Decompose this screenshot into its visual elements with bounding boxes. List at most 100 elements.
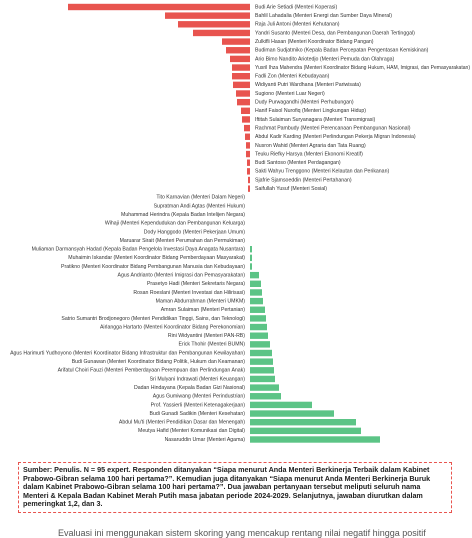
bar-label: Hanif Faisol Nurofiq (Menteri Lingkungan… [255,108,366,114]
bar [250,306,265,313]
bar-label: Amran Sulaiman (Menteri Pertanian) [161,307,245,313]
bar [250,427,361,435]
bar-label: Airlangga Hartarto (Menteri Koordinator … [100,324,245,330]
bar [237,98,250,106]
bar-label: Dody Hanggodo (Menteri Pekerjaan Umum) [144,229,245,235]
bar [250,419,356,426]
bar [250,271,259,279]
bar-label: Widiyanti Putri Wardhana (Menteri Pariwi… [255,82,361,88]
bar-label: Saifullah Yusuf (Menteri Sosial) [255,186,327,192]
bar-label: Muhaimin Iskandar (Menteri Koordinator B… [68,255,245,261]
bar-label: Nusron Wahid (Menteri Agraria dan Tata R… [255,143,366,149]
bar [178,21,250,28]
bar [250,297,263,305]
bar-label: Sjafrie Sjamsoeddin (Menteri Pertahanan) [255,177,352,183]
bar-label: Yandri Susanto (Menteri Desa, dan Pemban… [255,30,415,36]
bar [250,401,312,409]
bar [250,349,272,357]
bar-label: Iftitah Sulaiman Suryanagara (Menteri Tr… [255,117,375,123]
bar-label: Agus Gumiwang (Menteri Perindustrian) [153,394,246,400]
bar-label: Sri Mulyani Indrawati (Menteri Keuangan) [150,376,246,382]
bar-label: Muhammad Herindra (Kepala Badan Intelije… [121,212,245,218]
bar [247,168,250,175]
bar-label: Arifatul Choiri Fauzi (Menteri Pemberday… [58,368,246,374]
bar [244,124,250,132]
bar [193,29,250,37]
bar-label: Abdul Mu'ti (Menteri Pendidikan Dasar da… [119,420,245,426]
bar [68,3,250,11]
bar-label: Fadli Zon (Menteri Kebudayaan) [255,74,330,80]
bar-label: Budi Santoso (Menteri Perdagangan) [255,160,341,166]
bar [250,367,274,374]
bar-label: Sakti Wahyu Trenggono (Menteri Kelautan … [255,169,389,175]
bar [250,280,261,287]
bar [232,73,250,80]
bar-label: Dudy Purwagandhi (Menteri Perhubungan) [255,100,354,106]
bar [250,384,279,391]
bar [245,133,250,140]
bar [250,315,266,322]
chart: Budi Arie Setiadi (Menteri Koperasi) Bahl… [10,3,470,443]
bar [250,375,275,383]
bar [165,12,250,19]
bar-label: Meutya Hafid (Menteri Komunikasi dan Dig… [138,428,245,434]
source-note: Sumber: Penulis. N = 95 expert. Responde… [18,462,452,513]
bar [236,90,250,97]
bar-label: Ario Bimo Nandito Ariotedjo (Menteri Pem… [255,56,395,62]
bar-label: Prof. Yassierli (Menteri Ketenagakerjaan… [151,402,246,408]
bar-label: Nasaruddin Umar (Menteri Agama) [165,437,246,443]
bar-label: Rini Widyantini (Menteri PAN-RB) [168,333,245,339]
bar [250,332,268,339]
bar-label: Prasetyo Hadi (Menteri Sekretaris Negara… [147,281,245,287]
bar-label: Wihaji (Menteri Kependudukan dan Pembang… [105,221,245,227]
bar-label: Yusril Ihza Mahendra (Menteri Koordinato… [255,65,470,71]
bar-label: Maruarar Sirait (Menteri Perumahan dan P… [120,238,246,244]
bar-label: Abdul Kadir Karding (Menteri Perlindunga… [255,134,416,140]
bar [222,38,250,45]
bar-label: Budi Arie Setiadi (Menteri Koperasi) [255,4,337,10]
bar [250,323,267,331]
bar-label: Teuku Riefky Harsya (Menteri Ekonomi Kre… [255,151,363,157]
body-text: Evaluasi ini menggunakan sistem skoring … [58,528,426,538]
bar-label: Tito Karnavian (Menteri Dalam Negeri) [156,195,245,201]
bar [250,289,262,296]
bar-label: Budi Gunawan (Menteri Koordinator Bidang… [72,359,246,365]
bar-label: Pratikno (Menteri Koordinator Bidang Pem… [61,264,245,270]
bar-label: Erick Thohir (Menteri BUMN) [179,342,246,348]
bar [250,263,252,270]
bar-label: Satrio Sumantri Brodjonegoro (Menteri Pe… [61,316,245,322]
bar-label: Zulkifli Hasan (Menteri Koordinator Bida… [255,39,374,45]
bar-label: Raja Juli Antoni (Menteri Kehutanan) [255,22,340,28]
bar-label: Supratman Andi Agtas (Menteri Hukum) [154,203,246,209]
bar-label: Rachmat Pambudy (Menteri Perencanaan Pem… [255,125,411,131]
bar [248,185,250,192]
bar [233,81,250,89]
bar-label: Muliaman Darmansyah Hadad (Kepala Badan … [32,247,246,253]
bar-label: Sugiono (Menteri Luar Negeri) [255,91,325,97]
bar [246,142,250,149]
bar [250,341,270,348]
bar [250,358,273,365]
bar-label: Agus Andrianto (Menteri Imigrasi dan Pem… [118,273,246,279]
bar-label: Maman Abdurrahman (Menteri UMKM) [156,298,246,304]
bar-label: Dadan Hindayana (Kepala Badan Gizi Nasio… [134,385,245,391]
bar-label: Rosan Roeslani (Menteri Investasi dan Hi… [133,290,245,296]
bar-label: Budiman Sudjatmiko (Kepala Badan Percepa… [255,48,429,54]
bar [246,150,250,158]
bar-label: Bahlil Lahadalia (Menteri Energi dan Sum… [255,13,392,19]
bar [226,47,250,54]
bar [250,436,380,443]
bar [241,107,250,114]
bar [247,159,250,166]
bar [250,410,334,417]
bar [250,254,252,262]
bar [248,176,250,184]
bar [250,393,281,400]
bar [232,64,250,71]
bar-label: Agus Harimurti Yudhoyono (Menteri Koordi… [10,350,245,356]
bar [242,116,250,123]
bar [250,246,252,253]
bar [230,55,250,63]
bar-label: Budi Gunadi Sadikin (Menteri Kesehatan) [150,411,246,417]
